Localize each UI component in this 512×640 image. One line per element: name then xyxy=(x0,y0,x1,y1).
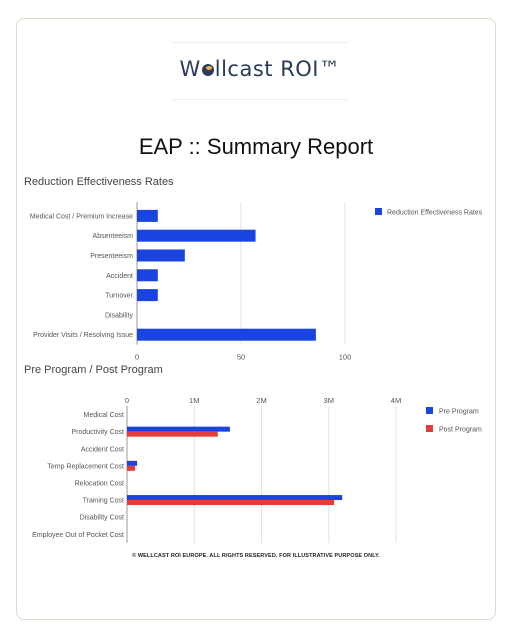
category-label: Training Cost xyxy=(83,498,124,505)
category-label: Turnover xyxy=(105,293,133,300)
category-label: Accident Cost xyxy=(81,446,124,453)
category-label: Absenteeism xyxy=(93,233,134,240)
pre-post-program-chart: 0 1M 2M 3M 4M Medical Cost Productivity Cost Ac… xyxy=(32,396,482,543)
legend-swatch xyxy=(375,208,382,215)
x-tick-label: 4M xyxy=(391,396,401,405)
category-label: Medical Cost xyxy=(84,412,125,419)
legend-label: Post Program xyxy=(439,427,482,434)
bar xyxy=(137,249,185,262)
pre-program-bar xyxy=(127,460,138,466)
legend-label: Pre Program xyxy=(439,409,479,416)
bar xyxy=(137,269,158,282)
x-tick-label: 100 xyxy=(339,353,352,362)
legend-swatch xyxy=(426,407,433,414)
chart2-title: Pre Program / Post Program xyxy=(24,364,163,376)
category-label: Relocation Cost xyxy=(75,480,124,487)
legend-swatch xyxy=(426,425,433,432)
pre-program-bar xyxy=(127,426,230,432)
legend-label: Reduction Effectiveness Rates xyxy=(387,210,483,217)
report-title: EAP :: Summary Report xyxy=(138,134,374,159)
category-label: Productivity Cost xyxy=(71,429,124,436)
bar xyxy=(137,289,158,302)
x-tick-label: 1M xyxy=(189,396,199,405)
category-label: Accident xyxy=(106,273,133,280)
x-tick-label: 0 xyxy=(125,396,129,405)
bar xyxy=(137,229,256,242)
reduction-effectiveness-chart: 0 50 100 Medical Cost / Premium Increase Abs… xyxy=(30,202,483,362)
category-label: Temp Replacement Cost xyxy=(47,463,124,470)
logo-dot-icon xyxy=(201,64,214,76)
category-label: Provider Visits / Resolving Issue xyxy=(33,332,133,339)
bar xyxy=(137,209,158,222)
category-label: Employee Out of Pocket Cost xyxy=(32,532,124,539)
x-tick-label: 50 xyxy=(237,353,245,362)
pre-program-bar xyxy=(127,495,343,501)
category-label: Disability Cost xyxy=(80,515,124,522)
category-label: Disability xyxy=(105,312,134,319)
category-label: Medical Cost / Premium Increase xyxy=(30,213,133,220)
post-program-bar xyxy=(127,500,335,506)
category-label: Presenteeism xyxy=(90,253,133,260)
x-tick-label: 2M xyxy=(256,396,266,405)
chart1-title: Reduction Effectiveness Rates xyxy=(24,176,174,188)
x-tick-label: 0 xyxy=(135,353,139,362)
post-program-bar xyxy=(127,431,218,437)
report-card xyxy=(16,18,496,620)
copyright-footer: © WELLCAST ROI EUROPE. ALL RIGHTS RESERV… xyxy=(132,553,380,559)
bar xyxy=(137,328,316,341)
post-program-bar xyxy=(127,465,136,471)
x-tick-label: 3M xyxy=(324,396,334,405)
